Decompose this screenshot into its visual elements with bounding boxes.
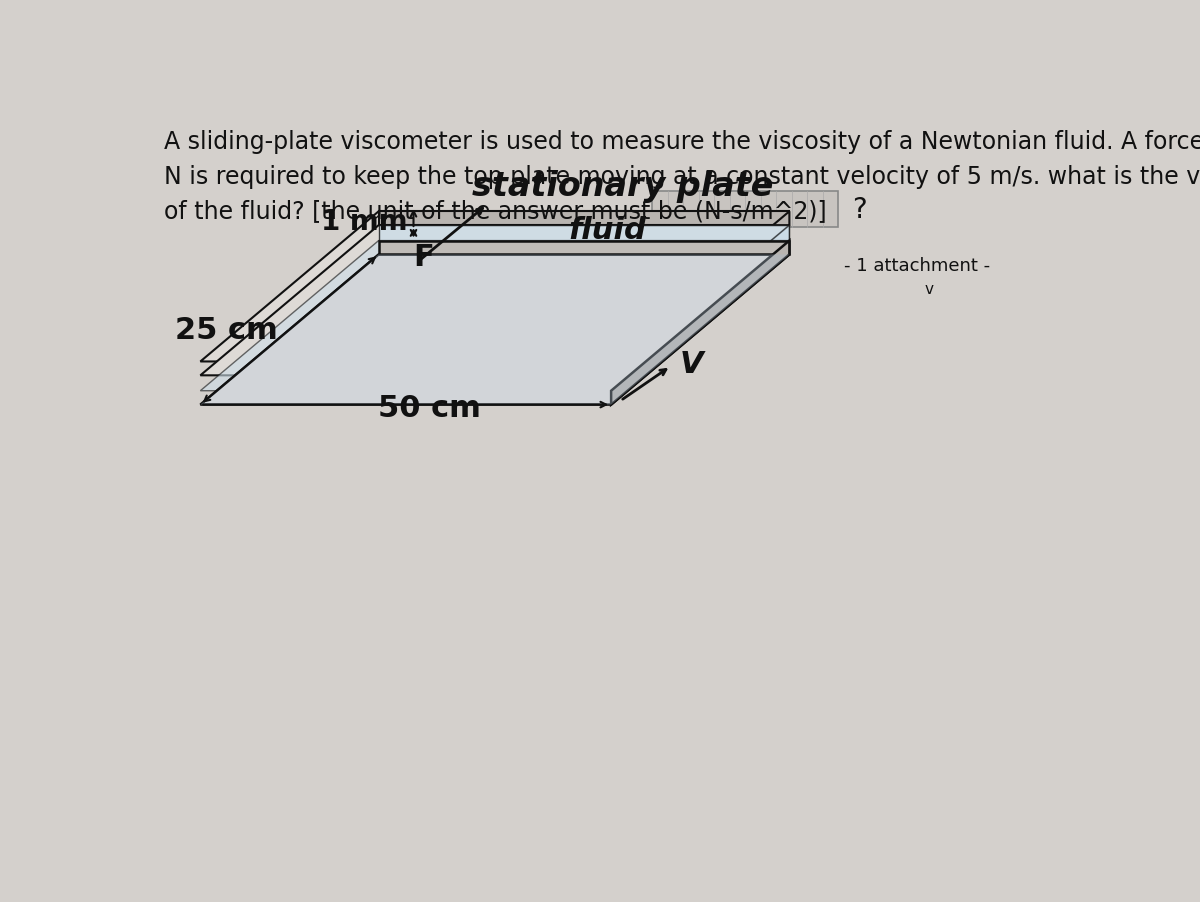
Text: of the fluid? [the unit of the answer must be (N-s/m^2)]: of the fluid? [the unit of the answer mu…	[164, 199, 827, 223]
Polygon shape	[200, 212, 790, 362]
Text: V: V	[680, 350, 703, 379]
Bar	[653, 192, 839, 227]
Text: fluid: fluid	[569, 216, 646, 244]
Polygon shape	[200, 226, 790, 376]
Polygon shape	[379, 226, 790, 242]
Polygon shape	[611, 212, 790, 376]
Polygon shape	[611, 242, 790, 405]
Polygon shape	[379, 212, 790, 226]
Text: v: v	[924, 281, 934, 296]
Text: 1 mm: 1 mm	[320, 208, 407, 236]
Text: ?: ?	[852, 196, 866, 224]
Polygon shape	[200, 255, 790, 405]
Polygon shape	[200, 255, 790, 405]
Text: 50 cm: 50 cm	[378, 393, 480, 422]
Polygon shape	[200, 242, 790, 391]
Text: stationary plate: stationary plate	[472, 170, 774, 203]
Text: - 1 attachment -: - 1 attachment -	[844, 257, 990, 275]
Text: F: F	[414, 244, 434, 272]
Polygon shape	[611, 226, 790, 391]
Text: 25 cm: 25 cm	[175, 316, 278, 345]
Text: N is required to keep the top plate moving at a constant velocity of 5 m/s. what: N is required to keep the top plate movi…	[164, 164, 1200, 189]
Text: A sliding-plate viscometer is used to measure the viscosity of a Newtonian fluid: A sliding-plate viscometer is used to me…	[164, 130, 1200, 153]
Polygon shape	[379, 242, 790, 255]
